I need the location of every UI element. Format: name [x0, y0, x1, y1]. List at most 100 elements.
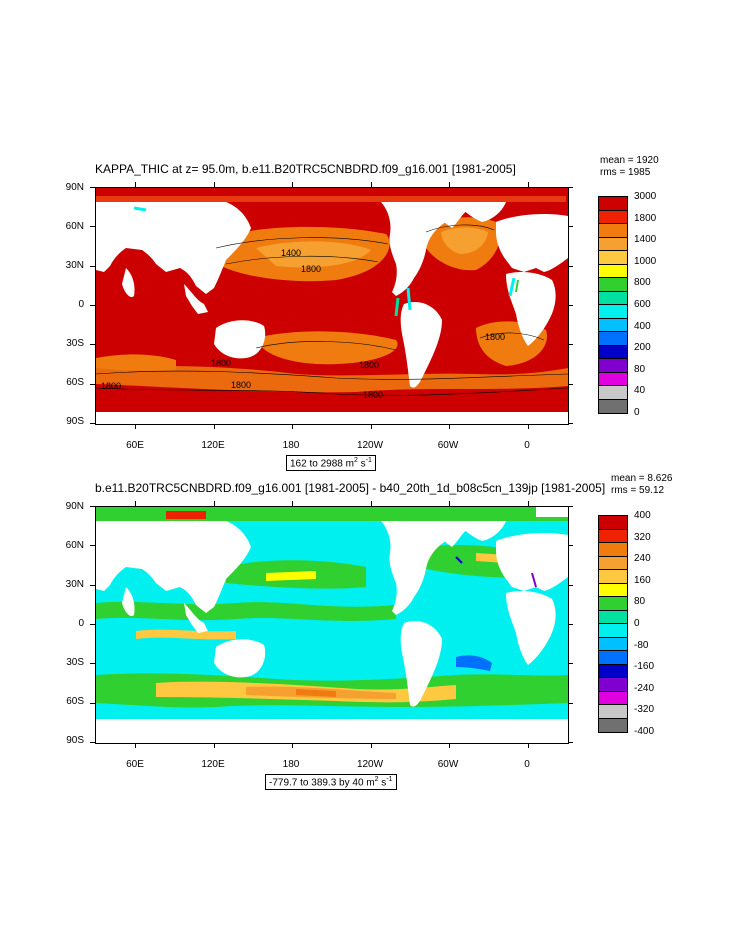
colorbar-swatch [599, 264, 627, 278]
contour-label: 1800 [230, 380, 252, 390]
colorbar-label: -160 [634, 661, 655, 673]
panel2-map [95, 506, 569, 744]
colorbar-swatch [599, 610, 627, 624]
axis-tick [527, 501, 529, 506]
panel1-title: KAPPA_THIC at z= 95.0m, b.e11.B20TRC5CNB… [95, 162, 516, 176]
axis-tick [292, 182, 293, 187]
panel2-mean: mean = 8.626 [611, 473, 673, 484]
lon-label: 120E [201, 759, 225, 770]
axis-tick [90, 265, 95, 267]
axis-tick [90, 741, 95, 743]
colorbar-swatch [599, 664, 627, 678]
colorbar-label: 80 [634, 596, 646, 608]
axis-tick [90, 422, 95, 424]
axis-tick [449, 424, 450, 429]
lat-label: 30S [66, 657, 84, 668]
axis-tick [568, 383, 573, 385]
panel1-mean: mean = 1920 [600, 155, 659, 166]
colorbar-swatch [599, 318, 627, 332]
lon-label: 60E [126, 440, 144, 451]
colorbar-label: -320 [634, 704, 655, 716]
range-sexp: -1 [365, 457, 372, 464]
colorbar-swatch [599, 278, 627, 292]
range-exp: 2 [374, 776, 379, 783]
axis-tick [568, 741, 573, 743]
range-sexp: -1 [386, 776, 393, 783]
axis-tick [90, 623, 95, 625]
panel2-range-box: -779.7 to 389.3 by 40 m2 s-1 [265, 774, 397, 791]
colorbar-swatch [599, 597, 627, 611]
lat-label: 60S [66, 377, 84, 388]
contour-label: 1800 [484, 332, 506, 342]
colorbar-label: -400 [634, 726, 655, 737]
colorbar-label: 3000 [634, 191, 657, 202]
colorbar-swatch [599, 637, 627, 651]
axis-tick [568, 545, 573, 547]
colorbar-swatch [599, 224, 627, 238]
colorbar-label: 800 [634, 277, 651, 289]
colorbar-swatch [599, 305, 627, 319]
axis-tick [292, 424, 293, 429]
axis-tick [135, 743, 136, 748]
colorbar-label: 1000 [634, 255, 657, 267]
colorbar-swatch [599, 691, 627, 705]
axis-tick [527, 182, 529, 187]
contour-label: 1800 [100, 381, 122, 391]
axis-tick [568, 663, 573, 665]
colorbar-swatch [599, 583, 627, 597]
lon-label: 0 [524, 759, 530, 770]
axis-tick [527, 424, 529, 429]
range-text: -779.7 to 389.3 by 40 m [269, 777, 375, 789]
lon-label: 0 [524, 440, 530, 451]
axis-tick [568, 422, 573, 424]
colorbar-swatch [599, 386, 627, 400]
colorbar-label: 600 [634, 299, 651, 310]
lon-label: 60E [126, 759, 144, 770]
colorbar-swatch [599, 570, 627, 584]
panel2-stats: mean = 8.626 rms = 59.12 [611, 473, 672, 497]
lat-label: 90N [65, 501, 84, 512]
colorbar-swatch [599, 359, 627, 373]
colorbar-label: 0 [634, 407, 640, 418]
lon-label: 60W [437, 440, 459, 451]
lat-label: 30S [66, 338, 84, 349]
axis-tick [292, 743, 293, 748]
lat-label: 30N [65, 260, 84, 271]
colorbar-swatch [599, 372, 627, 386]
axis-tick [213, 501, 215, 506]
colorbar-label: 240 [634, 553, 651, 565]
lon-label: 120W [356, 759, 384, 770]
lon-label: 120W [356, 440, 384, 451]
lat-label: 0 [78, 618, 84, 629]
contour-label: 1400 [280, 248, 302, 258]
panel1-colorbar [598, 196, 628, 414]
range-s: s [378, 777, 387, 789]
axis-tick [90, 545, 95, 547]
axis-tick [568, 344, 573, 346]
colorbar-label: -240 [634, 682, 655, 694]
panel1-range-box: 162 to 2988 m2 s-1 [286, 455, 376, 472]
colorbar-swatch [599, 345, 627, 359]
axis-tick [90, 383, 95, 385]
lat-label: 30N [65, 579, 84, 590]
lat-label: 0 [78, 299, 84, 310]
panel2-colorbar [598, 515, 628, 733]
axis-tick [135, 424, 136, 429]
axis-tick [568, 584, 573, 586]
colorbar-label: 80 [634, 363, 646, 375]
axis-tick [213, 743, 215, 748]
axis-tick [449, 182, 450, 187]
axis-tick [90, 187, 95, 188]
axis-tick [568, 702, 573, 704]
contour-label: 1800 [210, 358, 232, 368]
colorbar-label: 400 [634, 510, 651, 521]
axis-tick [90, 226, 95, 228]
panel2-rms: rms = 59.12 [611, 485, 665, 496]
contour-label: 1800 [362, 390, 384, 400]
lon-label: 120E [201, 440, 225, 451]
range-text: 162 to 2988 m [290, 458, 354, 470]
range-s: s [357, 458, 366, 470]
colorbar-label: 1400 [634, 234, 657, 246]
colorbar-swatch [599, 237, 627, 251]
axis-tick [90, 584, 95, 586]
